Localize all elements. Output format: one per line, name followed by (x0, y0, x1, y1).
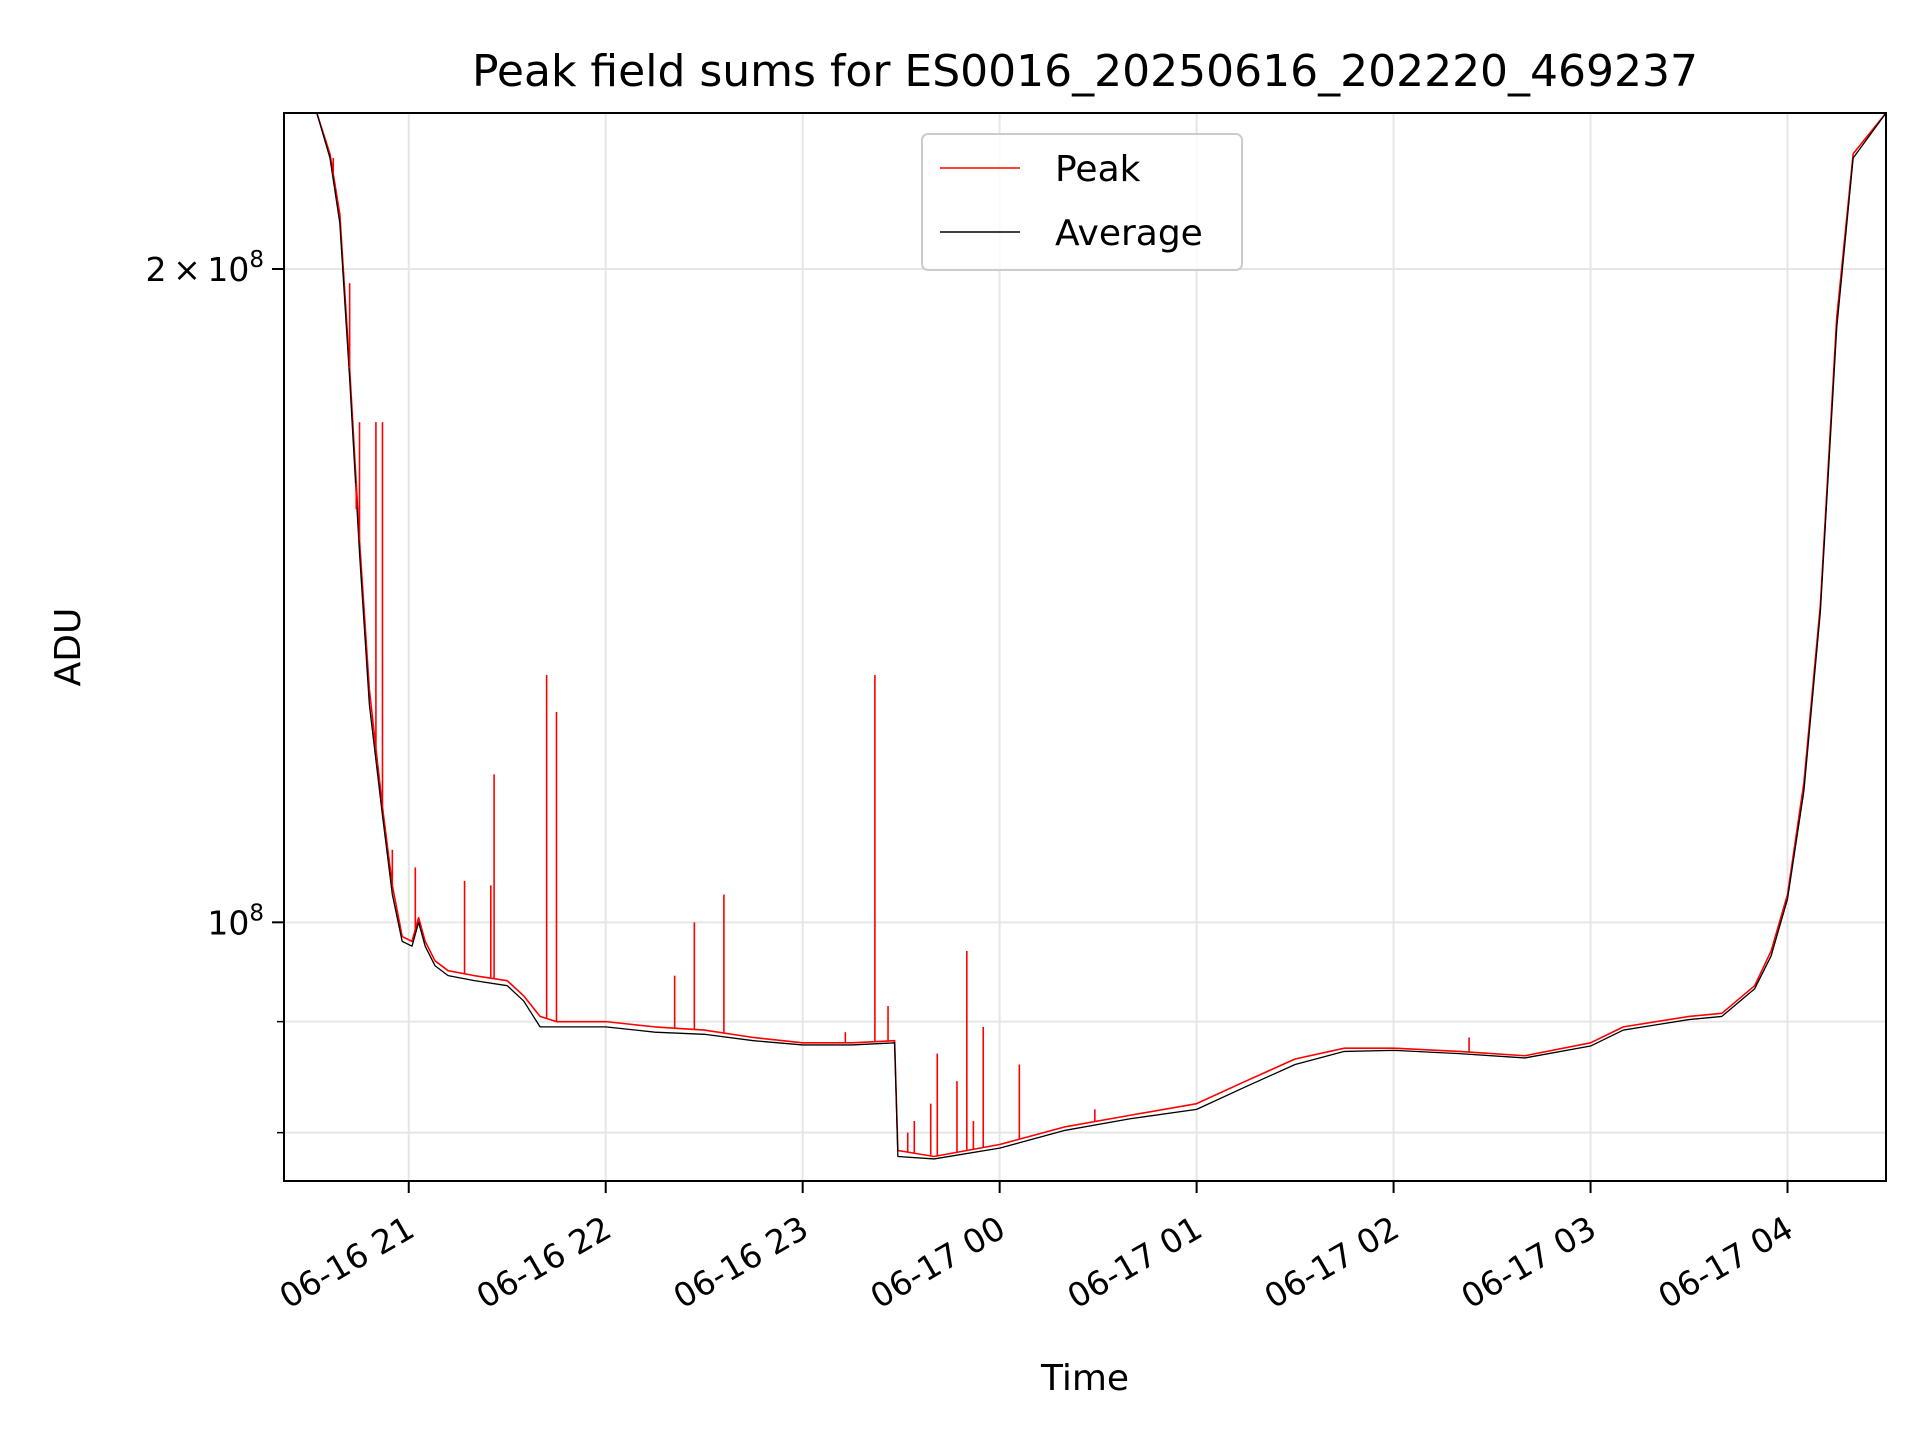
y-tick-label: 108 (207, 900, 264, 942)
legend: Peak Average (921, 133, 1243, 271)
y-axis-label: ADU (48, 608, 89, 687)
x-axis-label: Time (1040, 1358, 1129, 1399)
legend-label-average: Average (1055, 213, 1203, 254)
chart-title: Peak field sums for ES0016_20250616_2022… (472, 46, 1698, 97)
y-tick-label: 2 × 108 (146, 247, 264, 289)
series-line-peak (284, 113, 1886, 1158)
series-line-average (284, 113, 1886, 1160)
legend-label-peak: Peak (1055, 149, 1141, 190)
plot-frame (283, 112, 1887, 1182)
data-series (284, 113, 1886, 1160)
